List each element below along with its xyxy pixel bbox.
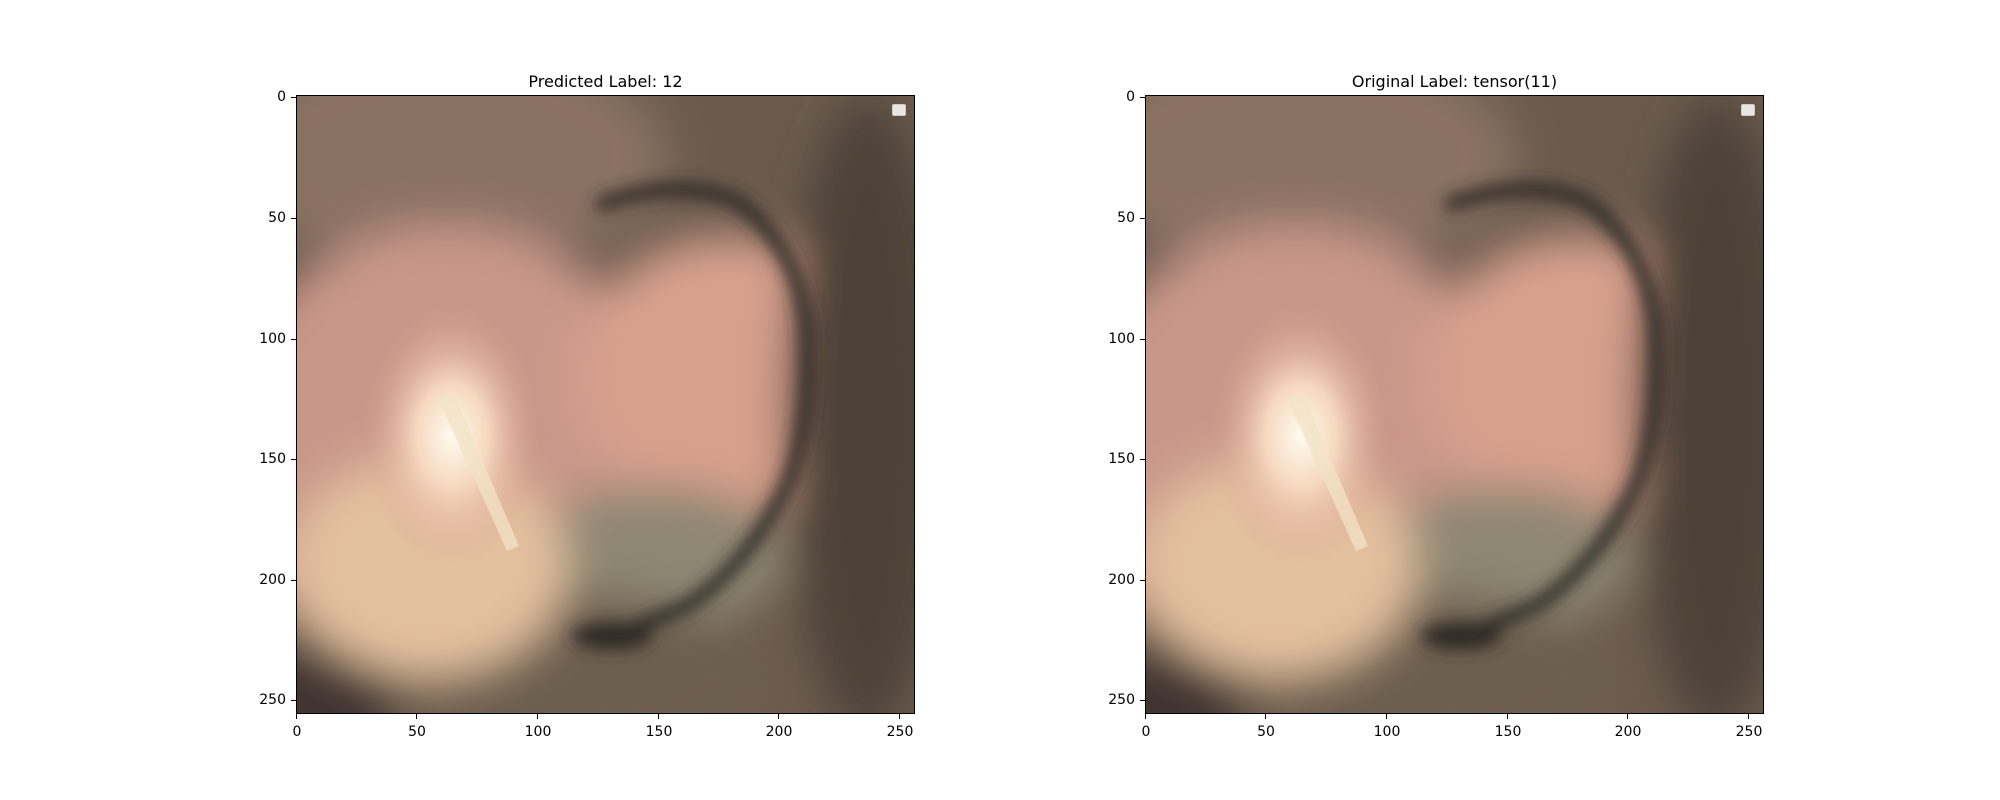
x-tick-label: 150	[1495, 724, 1522, 740]
image-axes-original	[1145, 95, 1764, 714]
x-tick-label: 100	[1374, 724, 1401, 740]
panel-title-original: Original Label: tensor(11)	[1145, 72, 1764, 91]
legend-box	[1741, 104, 1755, 116]
x-tick-label: 250	[1736, 724, 1763, 740]
y-tick-label: 150	[1089, 451, 1135, 467]
y-tick-label: 250	[1089, 692, 1135, 708]
y-tick-label: 0	[1089, 89, 1135, 105]
x-tick-label: 200	[1615, 724, 1642, 740]
x-tick-label: 50	[1257, 724, 1275, 740]
y-tick-label: 50	[1089, 210, 1135, 226]
right-panel: Original Label: tensor(11)	[0, 0, 1000, 800]
y-tick-label: 100	[1089, 331, 1135, 347]
y-tick-label: 200	[1089, 572, 1135, 588]
x-tick-label: 0	[1142, 724, 1151, 740]
endoscopy-image	[1146, 96, 1764, 714]
